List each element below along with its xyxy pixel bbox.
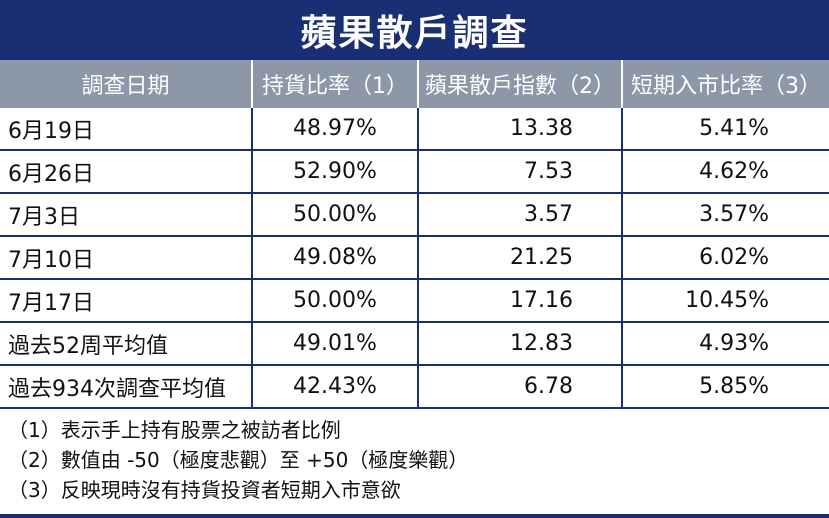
cell-holding-ratio: 42.43% — [253, 366, 419, 407]
cell-retail-index: 12.83 — [419, 323, 623, 364]
table-row: 6月26日 52.90% 7.53 4.62% — [0, 151, 829, 194]
cell-retail-index: 3.57 — [419, 194, 623, 235]
table-row: 7月10日 49.08% 21.25 6.02% — [0, 237, 829, 280]
cell-holding-ratio: 48.97% — [253, 108, 419, 149]
cell-date: 6月19日 — [0, 108, 253, 149]
cell-retail-index: 6.78 — [419, 366, 623, 407]
table-row: 7月3日 50.00% 3.57 3.57% — [0, 194, 829, 237]
table-row: 6月19日 48.97% 13.38 5.41% — [0, 108, 829, 151]
cell-date: 6月26日 — [0, 151, 253, 192]
cell-holding-ratio: 50.00% — [253, 194, 419, 235]
table-row: 7月17日 50.00% 17.16 10.45% — [0, 280, 829, 323]
footnote-2: （2）數值由 -50（極度悲觀）至 +50（極度樂觀） — [8, 448, 469, 472]
footnotes: （1）表示手上持有股票之被訪者比例 （2）數值由 -50（極度悲觀）至 +50（… — [0, 409, 829, 518]
table-body: 6月19日 48.97% 13.38 5.41% 6月26日 52.90% 7.… — [0, 108, 829, 409]
cell-entry-ratio: 4.93% — [699, 331, 769, 356]
cell-entry-ratio: 4.62% — [699, 159, 769, 184]
header-date: 調查日期 — [0, 60, 253, 108]
cell-entry-ratio: 3.57% — [699, 202, 769, 227]
cell-retail-index: 17.16 — [419, 280, 623, 321]
cell-date: 過去934次調查平均值 — [0, 366, 253, 407]
cell-entry-ratio: 6.02% — [699, 245, 769, 270]
table-row: 過去934次調查平均值 42.43% 6.78 5.85% — [0, 366, 829, 409]
cell-date: 7月3日 — [0, 194, 253, 235]
cell-retail-index: 7.53 — [419, 151, 623, 192]
table-header: 調查日期 持貨比率（1） 蘋果散戶指數（2） 短期入市比率（3） — [0, 60, 829, 108]
cell-date: 7月10日 — [0, 237, 253, 278]
cell-retail-index: 13.38 — [419, 108, 623, 149]
cell-date: 過去52周平均值 — [0, 323, 253, 364]
table-row: 過去52周平均值 49.01% 12.83 4.93% — [0, 323, 829, 366]
bottom-rule — [0, 514, 829, 518]
cell-entry-ratio: 5.85% — [699, 374, 769, 399]
cell-retail-index: 21.25 — [419, 237, 623, 278]
header-entry-ratio: 短期入市比率（3） — [631, 74, 821, 99]
cell-holding-ratio: 52.90% — [253, 151, 419, 192]
header-holding-ratio: 持貨比率（1） — [253, 60, 419, 108]
header-retail-index: 蘋果散戶指數（2） — [419, 60, 623, 108]
cell-holding-ratio: 50.00% — [253, 280, 419, 321]
cell-holding-ratio: 49.01% — [253, 323, 419, 364]
footnote-1: （1）表示手上持有股票之被訪者比例 — [8, 418, 341, 442]
cell-date: 7月17日 — [0, 280, 253, 321]
footnote-3: （3）反映現時沒有持貨投資者短期入市意欲 — [8, 478, 401, 502]
cell-holding-ratio: 49.08% — [253, 237, 419, 278]
cell-entry-ratio: 10.45% — [685, 288, 769, 313]
table-title: 蘋果散戶調查 — [0, 0, 829, 60]
cell-entry-ratio: 5.41% — [699, 116, 769, 141]
